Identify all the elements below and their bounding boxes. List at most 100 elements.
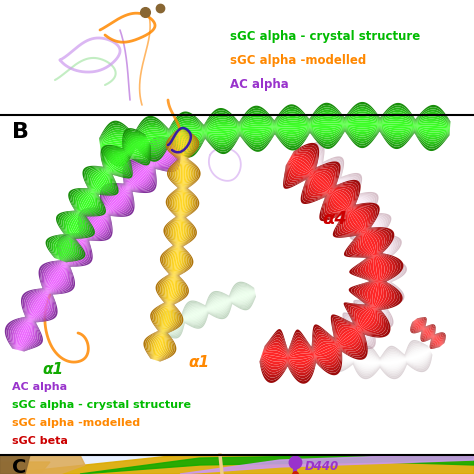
Polygon shape bbox=[160, 292, 255, 330]
Polygon shape bbox=[416, 319, 444, 344]
Polygon shape bbox=[155, 130, 184, 360]
Polygon shape bbox=[303, 142, 407, 349]
Polygon shape bbox=[156, 130, 187, 360]
Polygon shape bbox=[22, 148, 180, 351]
Polygon shape bbox=[159, 129, 197, 361]
Polygon shape bbox=[159, 288, 255, 328]
Polygon shape bbox=[298, 158, 382, 336]
Polygon shape bbox=[0, 455, 30, 474]
Polygon shape bbox=[413, 321, 441, 346]
Polygon shape bbox=[412, 321, 440, 347]
Polygon shape bbox=[331, 343, 428, 359]
Polygon shape bbox=[12, 142, 177, 349]
Polygon shape bbox=[144, 131, 178, 359]
Polygon shape bbox=[301, 149, 398, 343]
Polygon shape bbox=[64, 144, 150, 262]
Polygon shape bbox=[20, 147, 179, 351]
Polygon shape bbox=[264, 165, 370, 351]
Polygon shape bbox=[5, 137, 175, 349]
Polygon shape bbox=[332, 340, 428, 358]
Polygon shape bbox=[158, 283, 254, 327]
Polygon shape bbox=[13, 143, 177, 349]
Polygon shape bbox=[0, 455, 474, 474]
Polygon shape bbox=[18, 145, 178, 350]
Polygon shape bbox=[158, 129, 194, 361]
Polygon shape bbox=[263, 161, 375, 356]
Polygon shape bbox=[331, 345, 429, 360]
Polygon shape bbox=[411, 321, 440, 348]
Polygon shape bbox=[330, 349, 429, 362]
Polygon shape bbox=[100, 128, 450, 157]
Polygon shape bbox=[328, 354, 432, 379]
Polygon shape bbox=[413, 321, 441, 346]
Polygon shape bbox=[23, 149, 181, 351]
Polygon shape bbox=[298, 159, 380, 334]
Polygon shape bbox=[55, 137, 147, 259]
Polygon shape bbox=[260, 147, 398, 378]
Polygon shape bbox=[411, 321, 440, 347]
Polygon shape bbox=[9, 139, 176, 349]
Text: C: C bbox=[12, 458, 27, 474]
Polygon shape bbox=[331, 347, 429, 361]
Polygon shape bbox=[331, 346, 429, 360]
Polygon shape bbox=[302, 144, 405, 347]
Polygon shape bbox=[180, 455, 474, 474]
Polygon shape bbox=[0, 455, 85, 474]
Polygon shape bbox=[100, 118, 450, 144]
Polygon shape bbox=[156, 130, 189, 361]
Polygon shape bbox=[301, 154, 391, 339]
Polygon shape bbox=[328, 354, 432, 377]
Polygon shape bbox=[260, 149, 395, 375]
Polygon shape bbox=[299, 156, 383, 337]
Text: sGC beta: sGC beta bbox=[12, 436, 68, 446]
Polygon shape bbox=[417, 319, 445, 344]
Polygon shape bbox=[59, 139, 148, 260]
Polygon shape bbox=[299, 156, 383, 337]
Polygon shape bbox=[159, 287, 255, 328]
Polygon shape bbox=[329, 352, 431, 369]
Polygon shape bbox=[299, 157, 382, 336]
Polygon shape bbox=[101, 130, 450, 164]
Polygon shape bbox=[62, 142, 149, 261]
Polygon shape bbox=[328, 353, 432, 374]
Polygon shape bbox=[414, 320, 441, 346]
Polygon shape bbox=[10, 140, 176, 349]
Polygon shape bbox=[260, 145, 401, 381]
Polygon shape bbox=[19, 146, 179, 350]
Polygon shape bbox=[295, 161, 378, 332]
Polygon shape bbox=[162, 295, 255, 335]
Polygon shape bbox=[62, 141, 149, 261]
Polygon shape bbox=[100, 123, 450, 146]
Polygon shape bbox=[415, 320, 442, 345]
Polygon shape bbox=[329, 351, 430, 366]
Polygon shape bbox=[22, 149, 181, 351]
Polygon shape bbox=[61, 141, 149, 261]
Polygon shape bbox=[300, 154, 389, 339]
Polygon shape bbox=[51, 133, 146, 259]
Polygon shape bbox=[65, 146, 151, 262]
Text: sGC alpha -modelled: sGC alpha -modelled bbox=[12, 418, 140, 428]
Polygon shape bbox=[328, 354, 432, 376]
Polygon shape bbox=[264, 164, 372, 352]
Polygon shape bbox=[162, 295, 256, 336]
Polygon shape bbox=[100, 116, 450, 143]
Polygon shape bbox=[264, 164, 371, 352]
Polygon shape bbox=[17, 144, 178, 350]
Polygon shape bbox=[296, 160, 379, 333]
Polygon shape bbox=[100, 129, 450, 160]
Polygon shape bbox=[100, 127, 450, 153]
Polygon shape bbox=[158, 129, 196, 361]
Polygon shape bbox=[297, 160, 379, 334]
Text: sGC alpha - crystal structure: sGC alpha - crystal structure bbox=[12, 400, 191, 410]
Polygon shape bbox=[161, 294, 255, 334]
Polygon shape bbox=[100, 113, 450, 143]
Polygon shape bbox=[46, 128, 146, 258]
Polygon shape bbox=[329, 351, 431, 367]
Text: AC alpha: AC alpha bbox=[230, 78, 289, 91]
Polygon shape bbox=[332, 341, 428, 359]
Polygon shape bbox=[24, 150, 181, 352]
Polygon shape bbox=[410, 322, 440, 349]
Polygon shape bbox=[261, 153, 390, 370]
Polygon shape bbox=[162, 296, 256, 338]
Polygon shape bbox=[300, 155, 384, 337]
